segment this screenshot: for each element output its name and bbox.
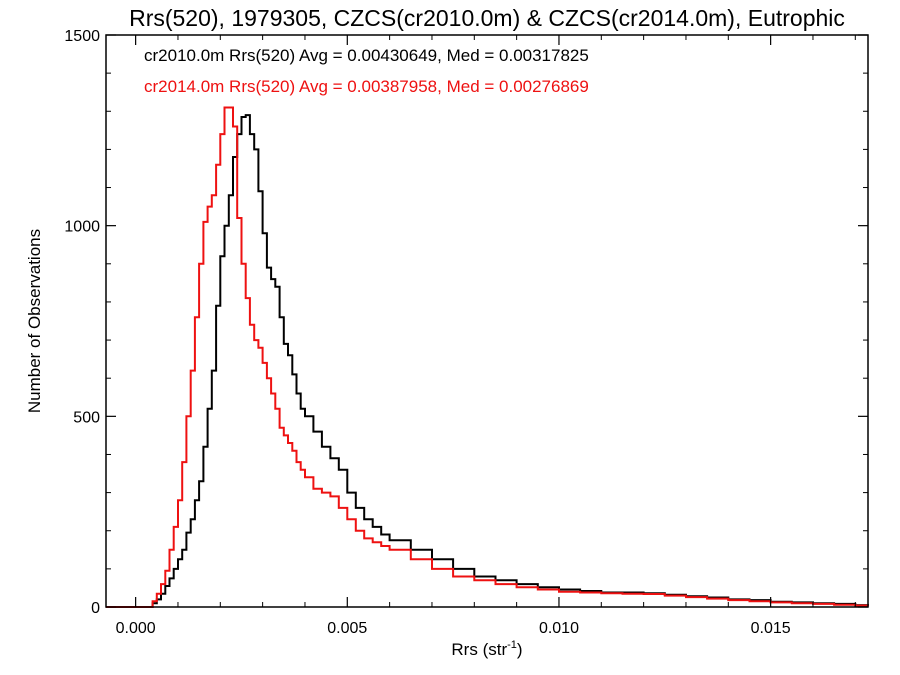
legend-entry-1: cr2010.0m Rrs(520) Avg = 0.00430649, Med… (144, 46, 589, 65)
chart-title: Rrs(520), 1979305, CZCS(cr2010.0m) & CZC… (129, 5, 845, 31)
x-tick-label: 0.010 (539, 620, 579, 637)
x-tick-label: 0.005 (327, 620, 367, 637)
y-tick-label: 1500 (64, 28, 100, 45)
series-line-2 (106, 106, 869, 608)
y-tick-label: 0 (91, 600, 100, 617)
y-tick-label: 500 (73, 409, 100, 426)
x-tick-label: 0.000 (116, 620, 156, 637)
y-tick-label: 1000 (64, 219, 100, 236)
series-layer (106, 106, 869, 608)
axis-layer: 0.000 0.005 0.010 0.015 0 500 1000 1500 (64, 28, 868, 637)
series-line-1 (106, 114, 869, 608)
y-axis-label: Number of Observations (25, 229, 44, 413)
x-tick-label: 0.015 (751, 620, 791, 637)
legend-entry-2: cr2014.0m Rrs(520) Avg = 0.00387958, Med… (144, 77, 589, 96)
plot-frame (105, 34, 869, 608)
x-axis-label-main: Rrs (str (451, 640, 507, 659)
x-axis-label-close: ) (517, 640, 523, 659)
x-axis-label: Rrs (str-1) (451, 639, 522, 659)
x-axis-label-sup: -1 (507, 639, 517, 651)
